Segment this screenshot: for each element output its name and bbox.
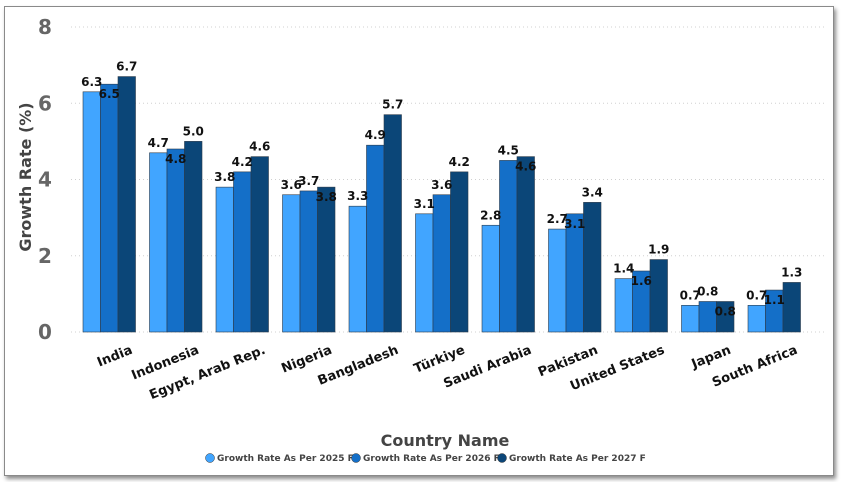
legend-label: Growth Rate As Per 2025 F bbox=[217, 454, 354, 464]
bar bbox=[481, 224, 500, 333]
bar bbox=[548, 228, 567, 333]
x-axis-title: Country Name bbox=[381, 431, 510, 450]
bar bbox=[649, 259, 668, 333]
bar bbox=[516, 156, 535, 333]
data-label: 3.7 bbox=[298, 174, 319, 188]
bar bbox=[383, 114, 402, 333]
bar bbox=[450, 171, 469, 333]
data-label: 6.7 bbox=[116, 60, 137, 74]
bar bbox=[583, 202, 602, 333]
data-label: 6.3 bbox=[81, 75, 102, 89]
data-label: 4.5 bbox=[498, 143, 519, 157]
data-label: 0.8 bbox=[697, 285, 718, 299]
legend-marker bbox=[497, 453, 507, 463]
data-label: 0.7 bbox=[746, 288, 767, 302]
legend-marker bbox=[205, 453, 215, 463]
y-axis-title: Growth Rate (%) bbox=[16, 102, 35, 251]
legend-label: Growth Rate As Per 2027 F bbox=[509, 454, 646, 464]
data-label: 3.8 bbox=[316, 190, 337, 204]
bar bbox=[716, 301, 735, 333]
data-label: 3.3 bbox=[347, 189, 368, 203]
bar bbox=[565, 213, 584, 333]
y-tick-label: 4 bbox=[38, 168, 52, 192]
category-label: India bbox=[95, 343, 135, 371]
bar bbox=[117, 76, 136, 333]
y-axis-ticks: 0 2 4 6 8 bbox=[38, 15, 52, 344]
data-label: 1.6 bbox=[631, 274, 652, 288]
data-label: 3.4 bbox=[582, 185, 603, 199]
data-label: 4.8 bbox=[165, 152, 186, 166]
data-label: 4.9 bbox=[365, 128, 386, 142]
bar bbox=[82, 91, 101, 333]
bar bbox=[100, 83, 119, 333]
category-label: Japan bbox=[689, 343, 734, 373]
bar bbox=[499, 160, 518, 333]
bar bbox=[317, 186, 336, 333]
data-label: 4.7 bbox=[148, 136, 169, 150]
data-label: 1.3 bbox=[781, 265, 802, 279]
y-tick-label: 8 bbox=[38, 15, 52, 39]
data-label: 3.1 bbox=[564, 217, 585, 231]
bar bbox=[215, 186, 234, 333]
data-label: 3.6 bbox=[431, 178, 452, 192]
category-label: Egypt, Arab Rep. bbox=[147, 343, 267, 403]
bar bbox=[432, 194, 451, 333]
legend-marker bbox=[351, 453, 361, 463]
data-label: 4.2 bbox=[232, 155, 253, 169]
bar bbox=[282, 194, 301, 333]
bar bbox=[366, 144, 385, 333]
bar bbox=[747, 305, 766, 333]
data-label: 6.5 bbox=[99, 87, 120, 101]
data-label: 4.2 bbox=[449, 155, 470, 169]
data-label: 5.7 bbox=[382, 98, 403, 112]
bar bbox=[415, 213, 434, 333]
y-tick-label: 0 bbox=[38, 320, 52, 344]
bar bbox=[149, 152, 168, 333]
data-label: 0.7 bbox=[680, 288, 701, 302]
data-label: 2.7 bbox=[547, 212, 568, 226]
data-label: 4.6 bbox=[249, 140, 270, 154]
bar bbox=[681, 305, 700, 333]
y-tick-label: 6 bbox=[38, 91, 52, 115]
bar bbox=[250, 156, 269, 333]
legend: Growth Rate As Per 2025 F Growth Rate As … bbox=[205, 453, 646, 464]
data-label: 3.1 bbox=[414, 197, 435, 211]
y-tick-label: 2 bbox=[38, 244, 52, 268]
bar bbox=[782, 282, 801, 333]
data-label: 1.1 bbox=[764, 293, 785, 307]
bar bbox=[299, 190, 318, 333]
data-label: 3.8 bbox=[214, 170, 235, 184]
data-label: 5.0 bbox=[183, 124, 204, 138]
data-label: 1.9 bbox=[648, 243, 669, 257]
bar bbox=[166, 148, 185, 333]
bar bbox=[233, 171, 252, 333]
data-label: 0.8 bbox=[715, 305, 736, 319]
data-label: 3.6 bbox=[281, 178, 302, 192]
legend-label: Growth Rate As Per 2026 F bbox=[363, 454, 500, 464]
bar bbox=[348, 205, 367, 333]
data-label: 2.8 bbox=[480, 208, 501, 222]
data-label: 4.6 bbox=[515, 160, 536, 174]
data-label: 1.4 bbox=[613, 262, 634, 276]
bar bbox=[184, 141, 203, 333]
bars bbox=[82, 76, 801, 333]
data-labels: 6.36.56.74.74.85.03.84.24.63.63.73.8 3.34… bbox=[81, 60, 802, 319]
